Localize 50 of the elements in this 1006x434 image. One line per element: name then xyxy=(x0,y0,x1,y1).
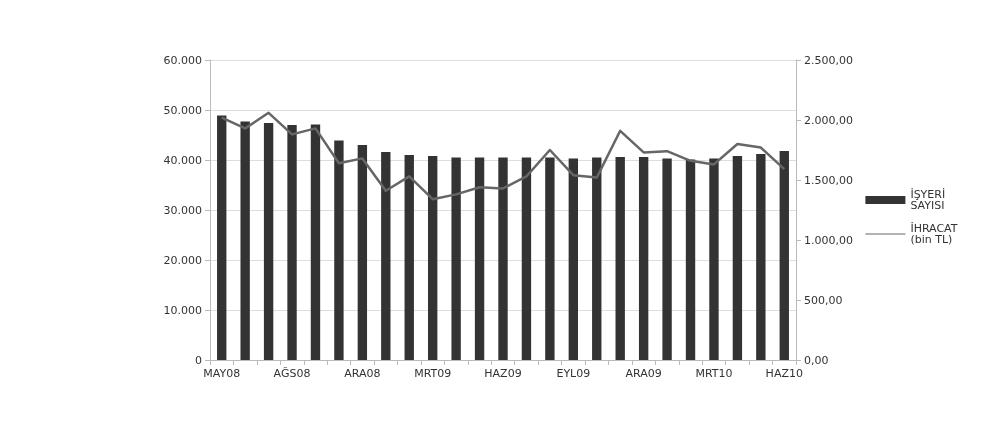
x-tick-label: AĞS08 xyxy=(273,367,311,380)
x-tick-label: HAZ10 xyxy=(765,367,803,380)
line-series xyxy=(220,111,786,201)
bar xyxy=(709,158,719,360)
y2-tick-label: 500,00 xyxy=(804,293,843,307)
bar xyxy=(474,157,485,360)
bar xyxy=(310,124,321,360)
bar xyxy=(592,157,602,360)
x-tick-label: MRT10 xyxy=(695,367,733,380)
y2-tick-label: 1.000,00 xyxy=(804,233,853,247)
y2-tick-label: 2.500,00 xyxy=(804,53,853,67)
legend-label: İŞYERİ SAYISI xyxy=(910,188,949,212)
bar xyxy=(756,154,766,360)
bar xyxy=(263,123,274,360)
bar xyxy=(451,157,461,360)
bar xyxy=(779,151,789,360)
bar xyxy=(615,157,625,360)
x-tick-label: EYL09 xyxy=(556,367,591,380)
y-tick-label: 40.000 xyxy=(163,153,202,167)
bar xyxy=(732,156,743,360)
y-tick-label: 20.000 xyxy=(163,253,202,267)
bar xyxy=(685,159,696,360)
bar xyxy=(217,115,227,360)
bar xyxy=(357,145,368,360)
x-tick-label: MAY08 xyxy=(203,367,241,380)
y2-tick-label: 2.000,00 xyxy=(804,113,853,127)
x-tick-label: HAZ09 xyxy=(484,367,522,380)
legend-label: İHRACAT (bin TL) xyxy=(910,222,962,246)
x-tick-label: ARA09 xyxy=(625,367,662,380)
bar xyxy=(240,121,250,360)
y-tick-label: 30.000 xyxy=(163,203,202,217)
y-tick-label: 10.000 xyxy=(163,303,202,317)
y2-tick-label: 0,00 xyxy=(804,353,829,367)
bar xyxy=(427,156,438,360)
bar xyxy=(568,158,579,360)
bar xyxy=(521,157,532,360)
y-tick-label: 50.000 xyxy=(163,103,202,117)
bar xyxy=(334,140,344,360)
bar xyxy=(545,157,555,360)
y-tick-label: 60.000 xyxy=(163,53,202,67)
bar xyxy=(381,152,391,360)
x-tick-label: ARA08 xyxy=(344,367,381,380)
bar xyxy=(404,155,414,360)
bar xyxy=(498,157,508,360)
bar xyxy=(662,158,672,360)
y-tick-label: 0 xyxy=(195,353,202,367)
bar xyxy=(638,157,649,360)
bar xyxy=(287,125,297,360)
x-tick-label: MRT09 xyxy=(414,367,452,380)
y2-tick-label: 1.500,00 xyxy=(804,173,853,187)
